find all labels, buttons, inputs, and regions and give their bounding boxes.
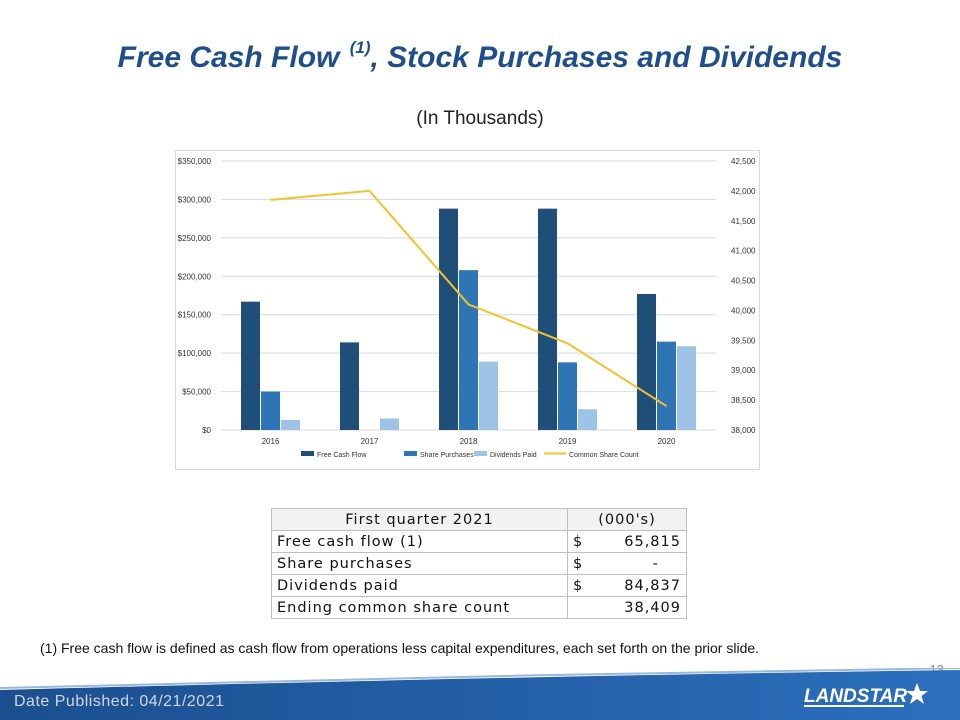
row-label: Share purchases	[271, 552, 568, 575]
y-left-tick-label: $150,000	[178, 311, 212, 320]
y-left-tick-label: $350,000	[178, 157, 212, 166]
legend-swatch	[474, 451, 487, 456]
y-left-tick-label: $200,000	[178, 272, 212, 281]
x-tick-label: 2017	[361, 437, 379, 446]
table-header-label: First quarter 2021	[271, 508, 568, 531]
bar	[657, 341, 676, 430]
bar	[677, 346, 696, 430]
bar	[479, 361, 498, 430]
row-value: 65,815	[624, 533, 681, 550]
y-right-tick-label: 38,500	[731, 396, 756, 405]
slide-subtitle: (In Thousands)	[416, 108, 544, 129]
row-label: Free cash flow (1)	[271, 530, 568, 553]
bar	[261, 391, 280, 430]
y-left-tick-label: $100,000	[178, 349, 212, 358]
row-value: 38,409	[624, 599, 681, 616]
y-left-tick-label: $250,000	[178, 234, 212, 243]
table-row: Ending common share count 38,409	[271, 596, 687, 619]
title-rest: , Stock Purchases and Dividends	[370, 41, 843, 74]
line-common-share-count	[270, 189, 668, 407]
date-published: Date Published: 04/21/2021	[14, 693, 225, 710]
bar	[637, 293, 656, 430]
y-left-tick-label: $0	[202, 426, 211, 435]
bar	[281, 420, 300, 430]
bar	[241, 301, 260, 430]
x-tick-label: 2020	[658, 437, 676, 446]
footnote: (1) Free cash flow is defined as cash fl…	[40, 640, 760, 656]
row-value: 84,837	[624, 577, 681, 594]
y-right-tick-label: 42,000	[731, 187, 756, 196]
y-right-tick-label: 41,500	[731, 217, 756, 226]
table-header-row: First quarter 2021 (000's)	[271, 508, 687, 531]
legend-swatch	[404, 451, 417, 456]
legend-label: Free Cash Flow	[317, 452, 367, 459]
y-right-tick-label: 41,000	[731, 247, 756, 256]
y-left-tick-label: $50,000	[182, 388, 211, 397]
landstar-logo: LANDSTAR	[804, 683, 928, 707]
y-right-tick-label: 38,000	[731, 426, 756, 435]
legend-label: Dividends Paid	[490, 452, 537, 459]
y-right-tick-label: 39,500	[731, 336, 756, 345]
x-tick-label: 2018	[460, 437, 478, 446]
bar	[439, 208, 458, 430]
bar	[538, 208, 557, 430]
table-row: Share purchases $ -	[271, 552, 687, 575]
bar	[340, 342, 359, 430]
y-right-tick-label: 40,000	[731, 306, 756, 315]
combo-chart: $0 $50,000 $100,000 $150,000 $200,000 $250,00…	[175, 150, 760, 470]
logo-text: LANDSTAR	[804, 686, 907, 707]
row-label: Ending common share count	[271, 596, 568, 619]
footer-band	[0, 668, 960, 720]
row-label: Dividends paid	[271, 574, 568, 597]
table-row: Dividends paid $84,837	[271, 574, 687, 597]
title-footnote-marker: (1)	[349, 38, 371, 57]
first-quarter-table: First quarter 2021 (000's) Free cash flo…	[271, 508, 687, 619]
star-icon	[906, 683, 928, 704]
legend-label: Common Share Count	[569, 452, 639, 459]
bar	[558, 362, 577, 430]
row-value: -	[652, 555, 659, 572]
y-right-tick-label: 39,000	[731, 366, 756, 375]
chart-svg: $0 $50,000 $100,000 $150,000 $200,000 $250,00…	[178, 157, 756, 459]
bar	[380, 418, 399, 430]
title-main: Free Cash Flow	[117, 41, 340, 74]
bar	[459, 270, 478, 430]
y-left-tick-label: $300,000	[178, 195, 212, 204]
table-row: Free cash flow (1) $65,815	[271, 530, 687, 553]
y-right-tick-label: 42,500	[731, 157, 756, 166]
table-header-unit: (000's)	[567, 508, 687, 531]
bar	[578, 409, 597, 430]
row-dollar: $	[573, 577, 584, 594]
row-dollar: $	[573, 555, 584, 572]
slide-title: Free Cash Flow (1), Stock Purchases and …	[0, 38, 960, 75]
x-tick-label: 2019	[559, 437, 577, 446]
x-tick-label: 2016	[262, 437, 280, 446]
legend-swatch	[301, 451, 314, 456]
y-right-tick-label: 40,500	[731, 277, 756, 286]
row-dollar: $	[573, 533, 584, 550]
legend-label: Share Purchases	[420, 452, 474, 459]
